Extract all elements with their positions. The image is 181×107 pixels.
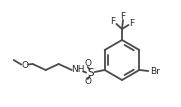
Text: Br: Br xyxy=(150,68,160,77)
Text: O: O xyxy=(21,60,28,70)
Text: O: O xyxy=(84,77,91,86)
Text: O: O xyxy=(84,59,91,68)
Text: NH: NH xyxy=(71,65,84,74)
Text: F: F xyxy=(120,11,126,21)
Text: F: F xyxy=(129,19,134,27)
Text: F: F xyxy=(110,16,115,25)
Text: S: S xyxy=(87,68,94,78)
